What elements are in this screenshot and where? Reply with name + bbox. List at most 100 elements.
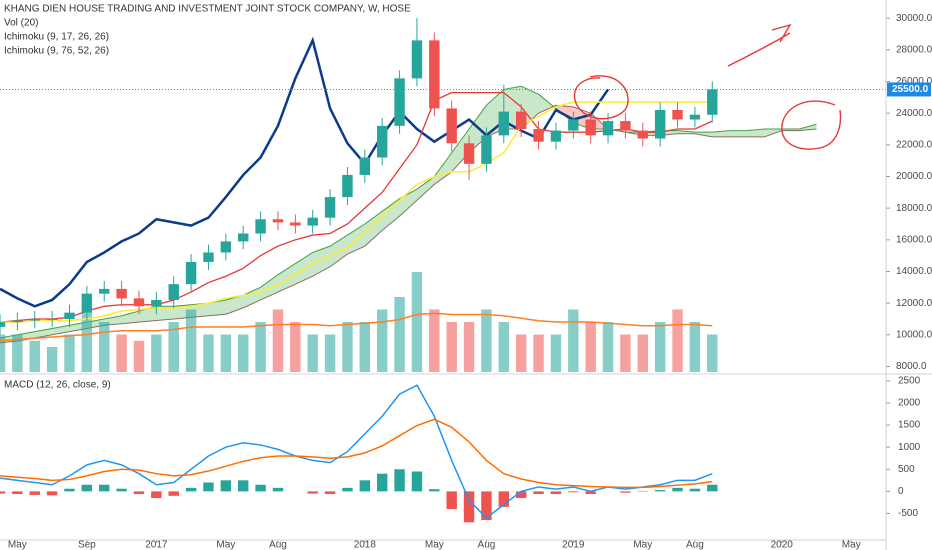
candle-body: [602, 121, 614, 136]
candle-body: [394, 78, 405, 126]
candle-body: [585, 119, 596, 136]
candle-body: [620, 121, 631, 131]
indicator-line: [0, 101, 713, 323]
y-tick-label: 22000.0: [896, 139, 932, 150]
macd-histogram-bar: [585, 491, 596, 495]
candle-body: [272, 219, 284, 223]
signal-line: [0, 418, 713, 489]
cloud-fill: [399, 189, 417, 217]
macd-histogram-bar: [376, 473, 388, 492]
volume-bar: [376, 309, 388, 372]
macd-histogram-bar: [272, 487, 284, 492]
candle-body: [550, 130, 562, 142]
cloud-fill: [34, 328, 53, 338]
hand-circle: [781, 100, 842, 150]
x-tick-label: 2020: [771, 540, 794, 550]
volume-bar: [620, 334, 631, 372]
macd-histogram-bar: [411, 471, 423, 492]
volume-bar: [272, 309, 284, 372]
candle-body: [463, 143, 475, 164]
volume-bar: [429, 309, 440, 372]
macd-histogram-bar: [255, 484, 266, 492]
y-tick-label: 24000.0: [896, 108, 932, 119]
macd-histogram-bar: [307, 491, 318, 494]
volume-bar: [203, 334, 214, 372]
macd-histogram-bar: [463, 491, 475, 523]
volume-bar: [81, 309, 93, 372]
y2-tick-label: 1000: [898, 442, 921, 453]
cloud-fill: [382, 198, 400, 231]
y-tick-label: 12000.0: [896, 298, 932, 309]
candle-body: [168, 284, 179, 300]
macd-histogram-bar: [672, 487, 683, 492]
volume-bar: [411, 272, 423, 372]
x-tick-label: Sep: [78, 540, 96, 550]
candle-body: [481, 135, 492, 164]
volume-bar: [481, 309, 492, 372]
macd-histogram-bar: [324, 491, 336, 495]
indicator-legend: Ichimoku (9, 76, 52, 26): [4, 46, 109, 57]
macd-histogram-bar: [550, 491, 562, 495]
candle-body: [12, 320, 23, 323]
macd-histogram-bar: [29, 491, 40, 495]
candle-body: [81, 293, 93, 313]
volume-bar: [359, 322, 371, 372]
macd-histogram-bar: [81, 484, 93, 492]
cloud-fill: [52, 325, 70, 335]
volume-bar: [99, 322, 110, 372]
candle-body: [238, 233, 249, 242]
candle-body: [203, 252, 214, 262]
y2-tick-label: 500: [898, 464, 915, 475]
volume-bar: [116, 334, 127, 372]
x-tick-label: May: [8, 540, 27, 550]
volume-bar: [185, 309, 197, 372]
y-tick-label: 14000.0: [896, 266, 932, 277]
volume-legend: Vol (20): [4, 18, 38, 29]
candle-body: [290, 222, 301, 226]
y-tick-label: 20000.0: [896, 171, 932, 182]
macd-histogram-bar: [498, 491, 510, 507]
chart-title: KHANG DIEN HOUSE TRADING AND INVESTMENT …: [4, 4, 411, 15]
candle-body: [324, 197, 336, 218]
macd-histogram-bar: [238, 480, 249, 492]
volume-bar: [689, 322, 701, 372]
volume-bar: [446, 322, 457, 372]
last-price-label: 25500.0: [892, 84, 929, 95]
y2-tick-label: 2500: [898, 376, 921, 387]
macd-histogram-bar: [446, 491, 457, 510]
cloud-span-b: [0, 104, 817, 344]
y-tick-label: 10000.0: [896, 329, 932, 340]
volume-bar: [46, 347, 58, 372]
candle-body: [0, 322, 6, 327]
volume-bar: [585, 322, 596, 372]
macd-histogram-bar: [116, 488, 127, 492]
candle-body: [446, 108, 457, 144]
cloud-fill: [451, 129, 470, 172]
volume-bar: [238, 334, 249, 372]
x-tick-label: Aug: [686, 540, 704, 550]
volume-bar: [394, 297, 405, 372]
volume-bar: [290, 322, 301, 372]
volume-bar: [498, 322, 510, 372]
cloud-fill: [277, 263, 296, 293]
volume-bar: [533, 334, 544, 372]
candle-body: [151, 299, 162, 307]
volume-bar: [64, 334, 75, 372]
macd-histogram-bar: [481, 491, 492, 521]
macd-histogram-bar: [220, 480, 232, 492]
x-tick-label: 2019: [562, 540, 585, 550]
macd-histogram-bar: [568, 491, 579, 493]
volume-bar: [255, 322, 266, 372]
volume-bar: [307, 334, 318, 372]
candle-body: [689, 114, 701, 120]
macd-histogram-bar: [533, 491, 544, 495]
macd-histogram-bar: [99, 484, 110, 492]
last-price-tag: [887, 82, 931, 97]
volume-bar: [12, 334, 23, 372]
volume-bar: [168, 322, 179, 372]
macd-histogram-bar: [64, 488, 75, 492]
candle-body: [133, 298, 145, 307]
volume-bar: [29, 340, 40, 372]
macd-histogram-bar: [133, 491, 145, 495]
x-tick-label: Aug: [269, 540, 287, 550]
